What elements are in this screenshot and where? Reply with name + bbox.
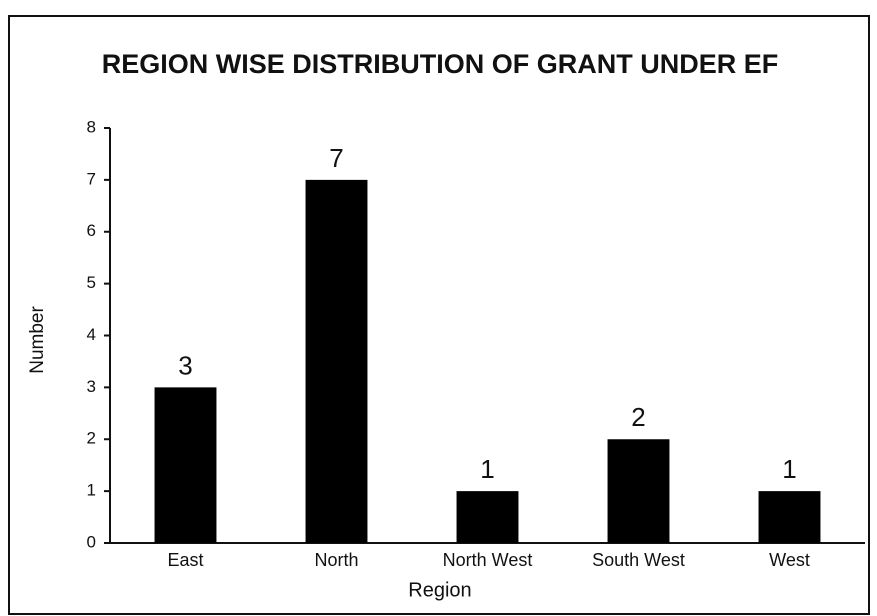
x-tick-label: South West [592,550,685,570]
y-tick-label: 3 [87,377,96,396]
data-label: 7 [329,143,343,173]
y-tick-label: 2 [87,429,96,448]
y-tick-label: 0 [87,532,96,551]
bar [305,179,368,543]
y-tick-label: 5 [87,273,96,292]
chart-frame [8,15,870,615]
bar [607,439,670,543]
data-label: 1 [782,454,796,484]
data-label: 1 [480,454,494,484]
x-tick-label: North West [443,550,533,570]
data-label: 3 [178,350,192,380]
bar [154,387,217,543]
y-axis-label: Number [27,306,48,374]
data-label: 2 [631,402,645,432]
chart-title: REGION WISE DISTRIBUTION OF GRANT UNDER … [102,49,779,79]
bar [758,491,821,543]
x-axis-label: Region [408,579,471,601]
x-tick-label: North [314,550,358,570]
x-tick-label: West [769,550,810,570]
y-tick-label: 4 [87,325,96,344]
x-tick-label: East [167,550,203,570]
y-tick-label: 6 [87,221,96,240]
bar [456,491,519,543]
y-tick-label: 8 [87,117,96,136]
y-tick-label: 1 [87,481,96,500]
y-tick-label: 7 [87,169,96,188]
